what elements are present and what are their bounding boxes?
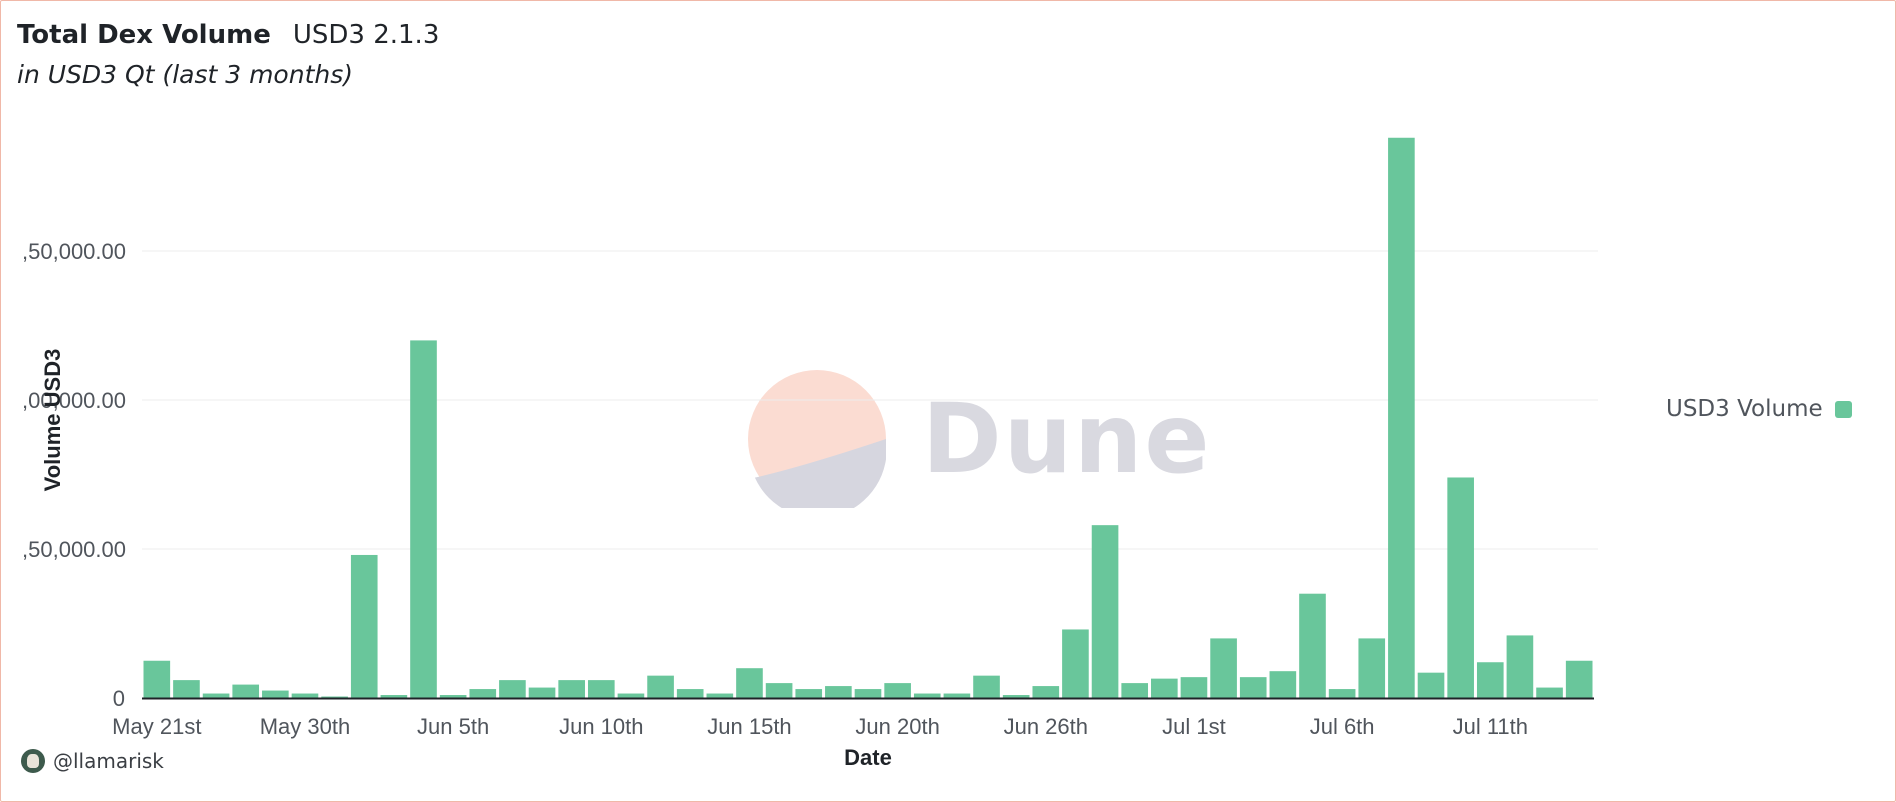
chart-subtitle: in USD3 Qt (last 3 months) (17, 60, 353, 89)
bar[interactable] (1447, 477, 1474, 698)
bar[interactable] (1239, 677, 1267, 698)
bar[interactable] (943, 693, 971, 698)
bar[interactable] (1121, 683, 1149, 698)
y-tick-label: 0 (113, 686, 125, 711)
bars (142, 137, 1594, 700)
chart-legend[interactable]: USD3 Volume (1666, 396, 1852, 422)
legend-label: USD3 Volume (1666, 396, 1823, 422)
bar[interactable] (913, 693, 941, 698)
bar[interactable] (528, 687, 556, 698)
bar[interactable] (321, 696, 348, 698)
watermark-text: Dune (922, 383, 1212, 495)
x-tick-label: Jul 6th (1310, 714, 1375, 739)
bar[interactable] (202, 693, 230, 698)
bar[interactable] (1565, 660, 1593, 698)
author-handle: @llamarisk (53, 749, 164, 773)
x-tick-label: Jul 11th (1453, 714, 1528, 739)
bar[interactable] (647, 675, 674, 698)
bar[interactable] (765, 683, 793, 698)
avatar (21, 749, 45, 773)
y-tick-label: ,50,000.00 (22, 239, 126, 264)
bar[interactable] (1506, 635, 1534, 698)
bar[interactable] (1388, 137, 1415, 698)
bar[interactable] (1210, 638, 1237, 698)
grid-lines (142, 250, 1598, 550)
bar[interactable] (795, 689, 823, 698)
x-tick-label: Jun 10th (559, 714, 643, 739)
bar[interactable] (1062, 629, 1089, 698)
bar[interactable] (676, 689, 704, 698)
bar[interactable] (558, 680, 585, 698)
legend-swatch (1834, 400, 1852, 418)
x-axis-ticks: May 21st May 30th Jun 5th Jun 10th Jun 15th J… (112, 714, 1528, 739)
bar[interactable] (1269, 671, 1297, 698)
bar[interactable] (825, 686, 852, 698)
chart-title: Total Dex Volume (17, 20, 271, 50)
bar[interactable] (1091, 525, 1119, 698)
bar[interactable] (1536, 687, 1563, 698)
bar[interactable] (1417, 672, 1445, 698)
x-tick-label: May 21st (112, 714, 201, 739)
bar[interactable] (469, 689, 497, 698)
x-tick-label: Jun 20th (855, 714, 939, 739)
x-tick-label: Jul 1st (1162, 714, 1226, 739)
bar[interactable] (173, 680, 200, 698)
y-tick-label: ,50,000.00 (22, 537, 126, 562)
bar[interactable] (587, 680, 615, 698)
bar[interactable] (973, 675, 1000, 698)
bar[interactable] (1032, 686, 1060, 698)
bar[interactable] (617, 693, 645, 698)
bar[interactable] (1299, 593, 1326, 698)
author-badge[interactable]: @llamarisk (21, 749, 164, 773)
bar[interactable] (1476, 662, 1504, 698)
bar[interactable] (350, 554, 378, 698)
y-tick-label: ,00,000.00 (22, 388, 126, 413)
bar[interactable] (1180, 677, 1208, 698)
x-tick-label: May 30th (260, 714, 351, 739)
bar[interactable] (410, 340, 437, 698)
bar[interactable] (143, 660, 171, 698)
bar[interactable] (884, 683, 911, 698)
bar[interactable] (854, 689, 882, 698)
chart-header: Total Dex Volume USD3 2.1.3 in USD3 Qt (… (17, 20, 439, 89)
bar[interactable] (1358, 638, 1386, 698)
axes: 0 ,50,000.00 ,00,000.00 ,50,000.00 (22, 239, 126, 711)
x-tick-label: Jun 26th (1004, 714, 1088, 739)
bar[interactable] (439, 695, 467, 698)
bar[interactable] (1151, 678, 1178, 698)
dune-logo-icon (748, 370, 886, 508)
bar[interactable] (499, 680, 526, 698)
x-tick-label: Jun 15th (707, 714, 791, 739)
bar[interactable] (380, 695, 408, 698)
bar[interactable] (262, 690, 289, 698)
y-axis-label: Volume USD3 (40, 349, 65, 492)
x-axis-label: Date (844, 745, 892, 770)
bar[interactable] (1328, 689, 1356, 698)
bar[interactable] (706, 693, 734, 698)
x-tick-label: Jun 5th (417, 714, 489, 739)
bar[interactable] (291, 693, 319, 698)
chart-version: USD3 2.1.3 (292, 20, 440, 50)
bar[interactable] (1002, 695, 1030, 698)
bar[interactable] (736, 668, 763, 698)
bar[interactable] (232, 684, 260, 698)
dune-watermark: Dune (748, 370, 1211, 508)
